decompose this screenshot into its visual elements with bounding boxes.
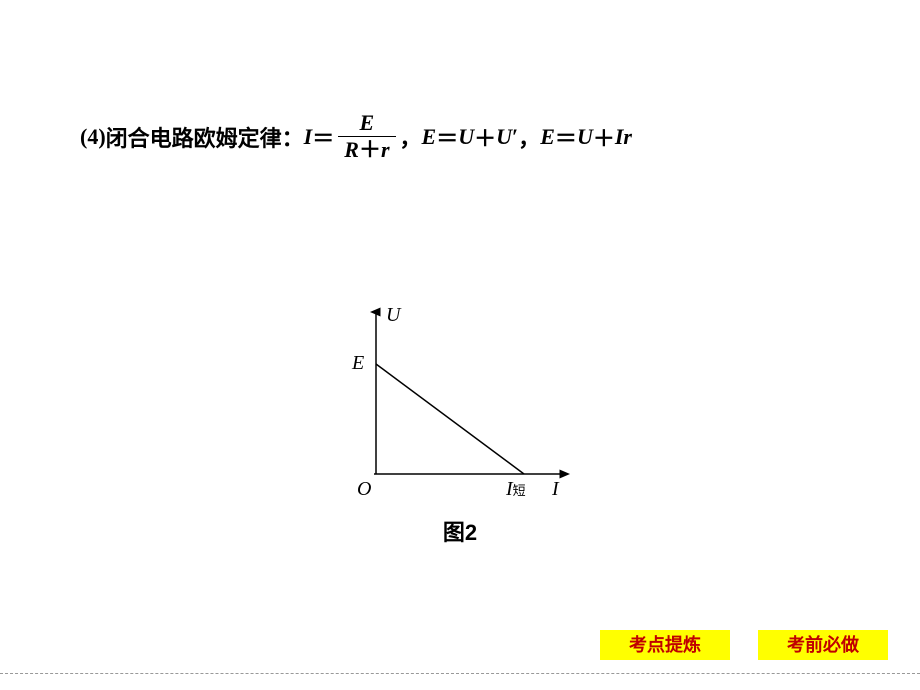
pre-exam-button[interactable]: 考前必做 <box>758 630 888 660</box>
eq3-a: E <box>540 124 555 150</box>
x-intercept-label: I短 <box>506 478 526 501</box>
index: (4) <box>80 124 106 150</box>
title-cn: 闭合电路欧姆定律： <box>106 121 304 153</box>
equation-line: (4) 闭合电路欧姆定律： I ＝ E R＋r ， E ＝ U ＋ U ′ ， … <box>80 110 840 164</box>
footer-divider <box>0 673 920 674</box>
sep2: ， <box>518 121 540 153</box>
eq1-num: E <box>354 110 381 136</box>
eq1-fraction: E R＋r <box>338 110 395 164</box>
ui-chart: U E O I短 I <box>354 306 584 506</box>
topic-refine-button[interactable]: 考点提炼 <box>600 630 730 660</box>
eq2-a: E <box>422 124 437 150</box>
eq1-den: R＋r <box>338 136 395 163</box>
y-axis-label: U <box>386 304 400 327</box>
main-content: (4) 闭合电路欧姆定律： I ＝ E R＋r ， E ＝ U ＋ U ′ ， … <box>80 110 840 164</box>
sep1: ， <box>400 121 422 153</box>
eq1-lhs: I <box>304 124 313 150</box>
figure-caption: 图2 <box>80 515 840 547</box>
y-intercept-label: E <box>352 352 364 375</box>
data-line <box>376 364 524 474</box>
origin-label: O <box>357 478 371 501</box>
eq1-equals: ＝ <box>312 121 334 153</box>
chart-svg <box>354 306 584 506</box>
x-axis-label: I <box>552 478 559 501</box>
